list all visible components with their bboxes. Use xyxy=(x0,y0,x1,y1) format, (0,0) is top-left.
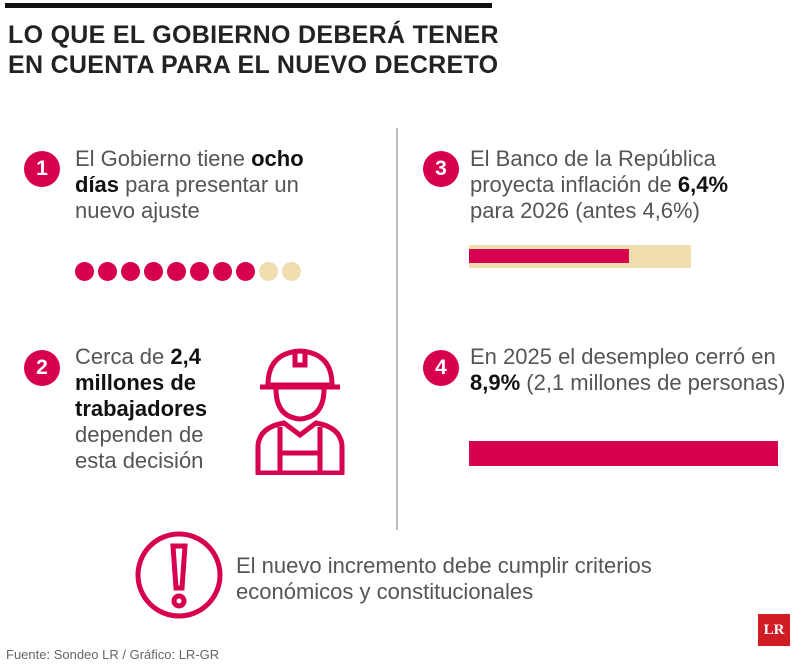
inflation-bar xyxy=(469,245,691,268)
unemployment-bar xyxy=(469,441,778,466)
days-dots xyxy=(75,262,301,281)
number-badge: 3 xyxy=(423,151,459,187)
item-3-text: El Banco de la República proyecta inflac… xyxy=(470,146,729,223)
note-text: El nuevo incremento debe cumplir criteri… xyxy=(236,553,652,604)
number-badge: 2 xyxy=(24,350,60,386)
title-line: LO QUE EL GOBIERNO DEBERÁ TENER xyxy=(8,21,499,49)
number-badge: 1 xyxy=(24,151,60,187)
unemployment-bar-fill xyxy=(469,441,778,466)
title-line: EN CUENTA PARA EL NUEVO DECRETO xyxy=(8,51,499,79)
day-dot-filled xyxy=(75,262,94,281)
day-dot-empty xyxy=(259,262,278,281)
item-1-text: El Gobierno tiene ocho días para present… xyxy=(75,146,304,223)
item-4-text: En 2025 el desempleo cerró en 8,9% (2,1 … xyxy=(470,344,786,395)
day-dot-filled xyxy=(98,262,117,281)
worker-hardhat-icon xyxy=(255,348,345,475)
page-title: LO QUE EL GOBIERNO DEBERÁ TENER EN CUENT… xyxy=(8,20,499,80)
day-dot-filled xyxy=(190,262,209,281)
day-dot-filled xyxy=(167,262,186,281)
top-rule xyxy=(5,3,492,8)
day-dot-filled xyxy=(144,262,163,281)
lr-logo: LR xyxy=(758,614,790,646)
day-dot-filled xyxy=(213,262,232,281)
day-dot-filled xyxy=(121,262,140,281)
source-text: Fuente: Sondeo LR / Gráfico: LR-GR xyxy=(6,647,220,662)
number-badge: 4 xyxy=(423,350,459,386)
day-dot-filled xyxy=(236,262,255,281)
column-divider xyxy=(396,128,398,530)
item-2-text: Cerca de 2,4 millones de trabajadores de… xyxy=(75,344,208,473)
exclamation-icon xyxy=(135,531,223,619)
day-dot-empty xyxy=(282,262,301,281)
inflation-bar-fill xyxy=(469,249,629,263)
